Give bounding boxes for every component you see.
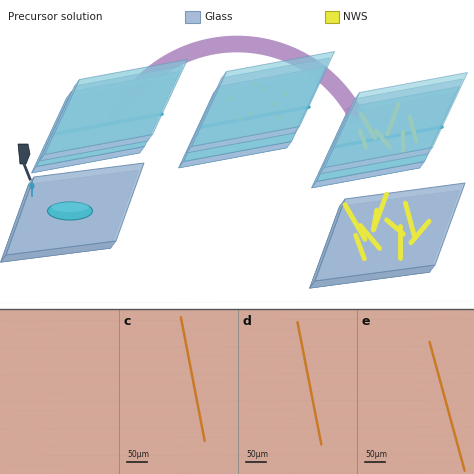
Text: 50μm: 50μm <box>246 450 268 459</box>
Ellipse shape <box>51 202 89 212</box>
Text: 50μm: 50μm <box>365 450 387 459</box>
Text: 50μm: 50μm <box>127 450 149 459</box>
Polygon shape <box>312 107 352 188</box>
Polygon shape <box>319 79 463 174</box>
Polygon shape <box>32 146 145 173</box>
Polygon shape <box>312 162 425 188</box>
FancyBboxPatch shape <box>325 11 339 23</box>
Polygon shape <box>310 265 435 288</box>
Polygon shape <box>310 190 460 288</box>
Polygon shape <box>325 73 467 167</box>
Ellipse shape <box>228 97 233 101</box>
Polygon shape <box>0 170 138 262</box>
Polygon shape <box>187 127 300 153</box>
Polygon shape <box>179 86 219 168</box>
Polygon shape <box>187 72 227 153</box>
Polygon shape <box>317 86 459 182</box>
Text: e: e <box>362 315 371 328</box>
Ellipse shape <box>277 115 283 119</box>
Polygon shape <box>45 60 188 155</box>
Polygon shape <box>6 163 144 255</box>
Ellipse shape <box>253 82 257 86</box>
Polygon shape <box>36 72 180 166</box>
Polygon shape <box>319 92 359 174</box>
Ellipse shape <box>247 111 253 117</box>
Text: NWS: NWS <box>343 12 368 22</box>
Ellipse shape <box>237 117 243 121</box>
Polygon shape <box>187 58 330 153</box>
Ellipse shape <box>47 202 92 220</box>
Polygon shape <box>40 80 80 161</box>
Polygon shape <box>315 183 465 281</box>
Polygon shape <box>0 177 34 262</box>
Polygon shape <box>179 73 322 168</box>
Text: Precursor solution: Precursor solution <box>8 12 102 22</box>
Polygon shape <box>32 78 175 173</box>
Polygon shape <box>183 66 327 162</box>
Polygon shape <box>0 241 116 262</box>
Ellipse shape <box>273 101 277 107</box>
Polygon shape <box>18 144 30 164</box>
Text: Glass: Glass <box>204 12 233 22</box>
Polygon shape <box>32 91 72 173</box>
Ellipse shape <box>283 91 288 97</box>
Polygon shape <box>319 147 432 174</box>
Polygon shape <box>310 199 345 288</box>
Text: d: d <box>243 315 252 328</box>
Ellipse shape <box>29 182 35 190</box>
Polygon shape <box>40 135 153 161</box>
Ellipse shape <box>263 86 267 91</box>
FancyBboxPatch shape <box>0 309 474 474</box>
Polygon shape <box>191 52 335 146</box>
Text: c: c <box>124 315 131 328</box>
Polygon shape <box>312 93 455 188</box>
Polygon shape <box>179 142 292 168</box>
Polygon shape <box>40 66 182 161</box>
FancyBboxPatch shape <box>185 11 200 23</box>
